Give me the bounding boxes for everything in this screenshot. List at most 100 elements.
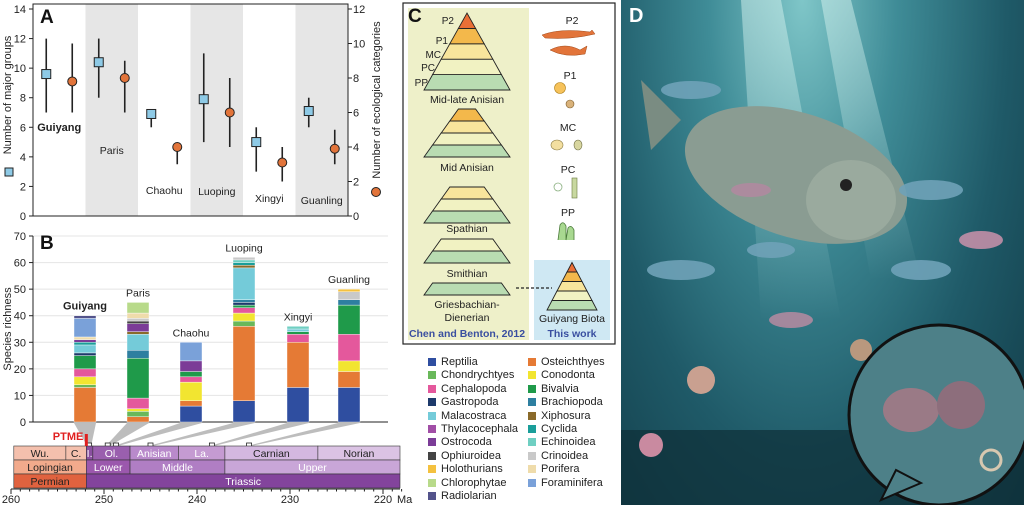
site-label-chaohu: Chaohu — [146, 185, 183, 197]
legend-label: Crinoidea — [541, 449, 589, 462]
y-tick-label: 12 — [14, 34, 26, 46]
legend-swatch — [428, 492, 436, 500]
bar-label-guanling: Guanling — [328, 274, 370, 286]
legend-swatch — [528, 411, 536, 420]
bivalve-icon — [550, 139, 564, 151]
bar-segment-echinoidea — [232, 259, 256, 263]
fish-icon — [647, 260, 715, 280]
square-marker-key — [4, 167, 14, 177]
fish-icon — [769, 312, 813, 328]
pyramid-mid-anisian-layer-pc — [431, 132, 503, 146]
y-tick-label: 4 — [20, 152, 26, 164]
legend-item-cephalopoda: Cephalopoda — [428, 383, 506, 395]
pyramid-label: Smithian — [447, 268, 488, 280]
bar-segment-reptilia — [337, 387, 361, 423]
trophic-level-label-mc: MC — [560, 122, 577, 134]
major-groups-point — [198, 94, 209, 105]
pyramid-spathian-layer-pp — [423, 210, 511, 224]
pyramid-guiyang-biota-layer-pc — [551, 290, 593, 301]
time-tick-label: 240 — [188, 494, 206, 505]
legend-swatch — [428, 438, 436, 447]
this-work-label: This work — [547, 328, 596, 340]
legend-label: Porifera — [541, 463, 580, 476]
legend-item-foraminifera: Foraminifera — [528, 477, 603, 489]
legend-label: Ophiuroidea — [441, 449, 501, 462]
panel-label-b: B — [40, 233, 54, 254]
legend-swatch — [428, 371, 436, 380]
y-tick-label: 20 — [14, 364, 26, 376]
bar-segment-malacostraca — [73, 344, 97, 354]
pyramid-label: Mid Anisian — [440, 162, 494, 174]
guiyang-biota-label: Guiyang Biota — [539, 313, 605, 325]
bar-segment-holothurians — [337, 288, 361, 292]
legend-item-xiphosura: Xiphosura — [528, 410, 591, 422]
bar-segment-cephalopoda — [286, 334, 310, 343]
timescale-label: Norian — [343, 448, 374, 460]
bar-segment-chondrychtyes — [232, 320, 256, 327]
y-tick-label: 6 — [20, 122, 26, 134]
timescale-label: Permian — [31, 476, 70, 488]
ecological-categories-point — [329, 143, 340, 154]
legend-label: Gastropoda — [441, 396, 499, 409]
bar-label-luoping: Luoping — [225, 242, 263, 254]
bar-label-xingyi: Xingyi — [284, 311, 313, 323]
legend-item-gastropoda: Gastropoda — [428, 396, 498, 408]
bar-segment-crinoidea — [232, 257, 256, 261]
y-tick-label: 10 — [14, 63, 26, 75]
bar-segment-cyclida — [73, 342, 97, 346]
pyramid-label: Dienerian — [445, 312, 490, 324]
bar-segment-reptilia — [179, 405, 203, 423]
y-right-tick-label: 8 — [353, 73, 359, 85]
legend-swatch — [528, 465, 536, 474]
bar-segment-cyclida — [232, 262, 256, 266]
bar-segment-echinoidea — [286, 326, 310, 330]
bar-segment-bivalvia — [232, 304, 256, 308]
bar-segment-conodonta — [232, 312, 256, 322]
bar-segment-bivalvia — [179, 371, 203, 378]
legend-item-ostrocoda: Ostrocoda — [428, 436, 492, 448]
y-tick-label: 10 — [14, 390, 26, 402]
pyramid-spathian-layer-pc — [431, 198, 503, 212]
fish-icon — [899, 180, 963, 200]
legend-label: Cyclida — [541, 423, 578, 435]
legend-label: Reptilia — [441, 356, 478, 368]
legend-swatch — [428, 451, 436, 460]
timescale-label: Wu. — [31, 448, 49, 460]
legend-item-malacostraca: Malacostraca — [428, 410, 506, 422]
fish-icon — [731, 183, 771, 197]
bar-segment-osteichthyes — [126, 416, 150, 423]
y-tick-label: 40 — [14, 311, 26, 323]
legend-swatch — [528, 425, 536, 433]
bar-segment-malacostraca — [126, 334, 150, 351]
legend-item-thylacocephala: Thylacocephala — [428, 423, 518, 435]
ecological-categories-point — [67, 76, 78, 87]
bar-segment-malacostraca — [232, 267, 256, 300]
bar-segment-chondrychtyes — [126, 411, 150, 417]
crustacean-larva-icon — [553, 182, 563, 192]
fish-icon — [549, 45, 588, 56]
ecological-categories-point — [119, 73, 130, 83]
shrimp-icon — [565, 99, 575, 109]
legend-item-ophiuroidea: Ophiuroidea — [428, 450, 501, 462]
algae-icon — [557, 222, 575, 241]
legend-label: Brachiopoda — [541, 396, 603, 409]
bar-segment-xiphosura — [232, 265, 256, 269]
legend-item-cyclida: Cyclida — [528, 423, 577, 435]
legend-swatch — [528, 371, 536, 380]
ptme-marker — [84, 434, 88, 446]
panel-label-c: C — [408, 6, 422, 27]
bar-segment-osteichthyes — [286, 342, 310, 388]
level-label-p1: P1 — [436, 36, 449, 47]
bar-segment-chlorophytae — [126, 302, 150, 314]
legend-item-porifera: Porifera — [528, 463, 580, 475]
bar-segment-cephalopoda — [126, 397, 150, 409]
bar-segment-ostrocoda — [73, 339, 97, 343]
y-tick-label: 0 — [20, 211, 26, 223]
major-groups-point — [93, 57, 104, 68]
panel-label-d: D — [629, 5, 643, 27]
bar-segment-osteichthyes — [73, 387, 97, 423]
y-right-axis-label: Number of ecological categories — [371, 21, 383, 179]
circle-marker-key — [371, 187, 381, 197]
pyramid-mid-anisian-layer-pp — [423, 144, 511, 158]
bar-segment-cephalopoda — [179, 376, 203, 383]
